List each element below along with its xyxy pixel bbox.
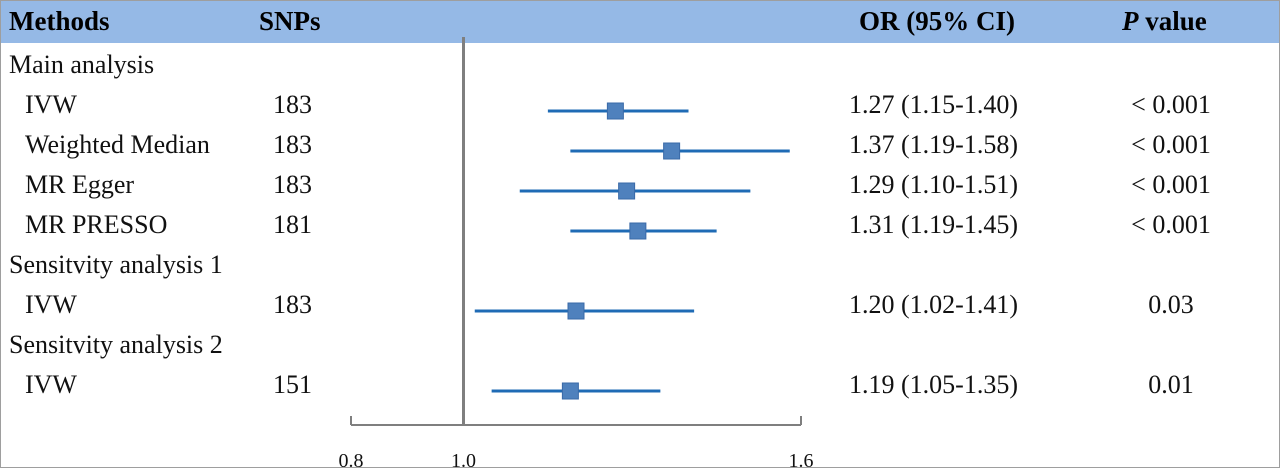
row-1-or-ci: 1.27 (1.15-1.40) [849,90,1018,119]
row-7-section-label: Sensitvity analysis 2 [9,330,223,359]
table-header: Methods SNPs OR (95% CI) P value [1,1,1279,43]
row-8-snps: 151 [273,370,312,399]
row-1-p-value: < 0.001 [1131,90,1211,119]
row-3-point-estimate [618,182,636,200]
row-8-point-estimate [561,382,579,400]
row-3-method-label: MR Egger [25,170,135,199]
row-6-or-ci: 1.20 (1.02-1.41) [849,290,1018,319]
row-1-point-estimate [606,102,624,120]
row-6-snps: 183 [273,290,312,319]
row-8-p-value: 0.01 [1148,370,1194,399]
header-p-value: P value [1122,6,1207,37]
header-value-word: value [1138,6,1207,36]
row-2-method-label: Weighted Median [25,130,210,159]
header-p-letter: P [1122,6,1139,36]
row-3-p-value: < 0.001 [1131,170,1211,199]
row-2-point-estimate [663,142,681,160]
row-0-section-label: Main analysis [9,50,155,79]
row-8-method-label: IVW [25,370,77,399]
row-4-p-value: < 0.001 [1131,210,1211,239]
row-8-or-ci: 1.19 (1.05-1.35) [849,370,1018,399]
header-snps: SNPs [259,6,321,36]
row-1-method-label: IVW [25,90,77,119]
row-6-method-label: IVW [25,290,77,319]
row-4-method-label: MR PRESSO [25,210,168,239]
row-3-or-ci: 1.29 (1.10-1.51) [849,170,1018,199]
row-4-snps: 181 [273,210,312,239]
header-methods: Methods [9,6,110,36]
x-tick-label-1: 1.0 [451,450,476,467]
row-2-or-ci: 1.37 (1.19-1.58) [849,130,1018,159]
x-tick-label-0: 0.8 [339,450,364,467]
row-4-point-estimate [629,222,647,240]
row-1-snps: 183 [273,90,312,119]
header-or: OR (95% CI) [859,6,1015,36]
row-3-snps: 183 [273,170,312,199]
x-tick-label-2: 1.6 [789,450,814,467]
row-4-or-ci: 1.31 (1.19-1.45) [849,210,1018,239]
row-6-p-value: 0.03 [1148,290,1194,319]
row-5-section-label: Sensitvity analysis 1 [9,250,223,279]
row-6-point-estimate [567,302,585,320]
row-2-p-value: < 0.001 [1131,130,1211,159]
row-2-snps: 183 [273,130,312,159]
